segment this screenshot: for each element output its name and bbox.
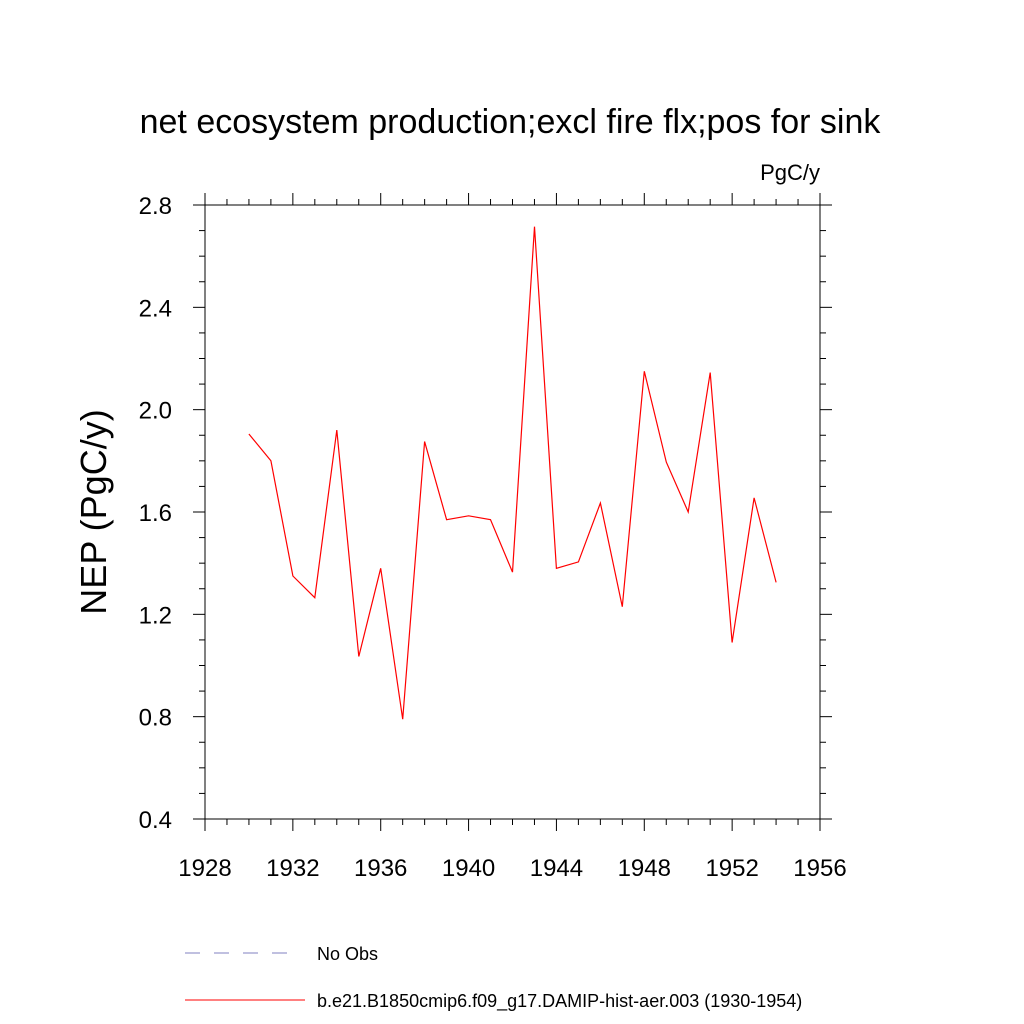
y-tick-label: 2.0 xyxy=(139,398,172,425)
axis-ticks: 1928 1932 1936 1940 1944 1948 1952 1956 0.4 0.8 1.… xyxy=(139,193,847,882)
series-line xyxy=(248,226,777,720)
legend: No Obs b.e21.B1850cmip6.f09_g17.DAMIP-his… xyxy=(185,944,802,1012)
y-axis-label: NEP (PgC/y) xyxy=(73,409,114,614)
chart-title: net ecosystem production;excl fire flx;p… xyxy=(140,103,882,141)
y-tick-label: 1.2 xyxy=(139,602,172,629)
legend-label: b.e21.B1850cmip6.f09_g17.DAMIP-hist-aer.… xyxy=(317,991,802,1012)
x-tick-label: 1956 xyxy=(793,855,846,882)
units-label: PgC/y xyxy=(760,160,820,185)
x-tick-label: 1944 xyxy=(530,855,583,882)
x-tick-label: 1936 xyxy=(354,855,407,882)
y-tick-label: 0.4 xyxy=(139,807,172,834)
y-tick-label: 0.8 xyxy=(139,705,172,732)
x-tick-label: 1952 xyxy=(705,855,758,882)
x-tick-label: 1932 xyxy=(266,855,319,882)
y-tick-label: 2.4 xyxy=(139,295,172,322)
y-tick-label: 2.8 xyxy=(139,193,172,220)
plot-frame xyxy=(204,204,821,820)
x-tick-label: 1940 xyxy=(442,855,495,882)
x-tick-label: 1928 xyxy=(178,855,231,882)
series-layer xyxy=(248,226,777,720)
legend-label: No Obs xyxy=(317,944,378,964)
y-tick-label: 1.6 xyxy=(139,500,172,527)
x-tick-label: 1948 xyxy=(618,855,671,882)
